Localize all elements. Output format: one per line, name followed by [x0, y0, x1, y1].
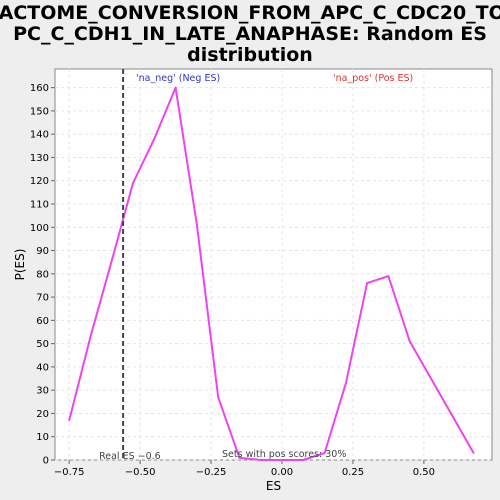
- data-point: [472, 452, 475, 454]
- data-point: [132, 182, 134, 184]
- chart-title: REACTOME_CONVERSION_FROM_APC_C_CDC20_TO_…: [0, 2, 500, 66]
- data-point: [113, 249, 116, 252]
- x-tick-label: 0.50: [413, 467, 435, 478]
- x-tick-label: −0.25: [196, 467, 227, 478]
- annotations: 'na_neg' (Neg ES) 'na_pos' (Pos ES) Sets w…: [136, 73, 413, 460]
- y-axis-ticks: 0 10 20 30 40 50 60 70 80 90 100 110 120 130 140 150 160: [30, 83, 55, 467]
- data-point: [153, 138, 156, 140]
- y-tick-label: 100: [30, 223, 49, 234]
- data-point: [174, 86, 177, 89]
- data-point: [387, 275, 390, 277]
- y-tick-label: 80: [36, 269, 49, 280]
- y-tick-label: 30: [36, 386, 49, 397]
- y-tick-label: 40: [36, 362, 49, 373]
- y-tick-label: 10: [36, 432, 49, 443]
- y-tick-label: 90: [36, 246, 49, 257]
- data-point: [323, 452, 326, 454]
- data-point: [408, 340, 411, 343]
- data-point: [302, 459, 305, 461]
- real-es-marker-group: Real ES −0.6: [99, 69, 161, 462]
- y-tick-label: 70: [36, 293, 49, 304]
- y-tick-label: 120: [30, 176, 49, 187]
- data-point: [196, 224, 198, 226]
- series-line: [68, 86, 475, 461]
- data-point: [345, 382, 347, 384]
- data-point: [217, 396, 219, 398]
- data-point: [281, 459, 283, 461]
- chart-title-line-2: PC_C_CDH1_IN_LATE_ANAPHASE: Random ES: [13, 23, 487, 45]
- x-axis-ticks: −0.75 −0.50 −0.25 0.00 0.25 0.50: [54, 460, 435, 478]
- y-tick-label: 160: [30, 83, 49, 94]
- y-tick-label: 140: [30, 130, 49, 141]
- x-tick-label: −0.75: [54, 467, 85, 478]
- y-tick-label: 150: [30, 106, 49, 117]
- chart-title-line-1: REACTOME_CONVERSION_FROM_APC_C_CDC20_TO_…: [0, 2, 500, 24]
- data-point: [259, 459, 262, 461]
- y-tick-label: 20: [36, 409, 49, 420]
- y-tick-label: 130: [30, 153, 49, 164]
- x-tick-label: 0.25: [342, 467, 364, 478]
- data-point: [68, 419, 70, 422]
- data-point: [89, 335, 92, 338]
- neg-es-annotation: 'na_neg' (Neg ES): [136, 73, 220, 84]
- grid-lines: [55, 69, 492, 461]
- y-axis-label: P(ES): [13, 249, 27, 281]
- y-tick-label: 50: [36, 339, 49, 350]
- pos-scores-footer: Sets with pos scores: 30%: [222, 449, 346, 460]
- plot-area: [54, 68, 493, 461]
- y-tick-label: 110: [30, 199, 49, 210]
- data-point: [430, 377, 432, 380]
- x-tick-label: 0.00: [271, 467, 293, 478]
- x-axis-label: ES: [266, 479, 281, 493]
- series-group: [68, 86, 475, 461]
- chart-title-line-3: distribution: [187, 44, 313, 66]
- y-tick-label: 0: [43, 456, 49, 467]
- real-es-label: Real ES −0.6: [99, 451, 161, 462]
- pos-es-annotation: 'na_pos' (Pos ES): [333, 73, 413, 84]
- data-point: [366, 282, 368, 284]
- y-tick-label: 60: [36, 316, 49, 327]
- x-tick-label: −0.50: [125, 467, 156, 478]
- data-point: [238, 456, 241, 459]
- data-point: [451, 414, 454, 417]
